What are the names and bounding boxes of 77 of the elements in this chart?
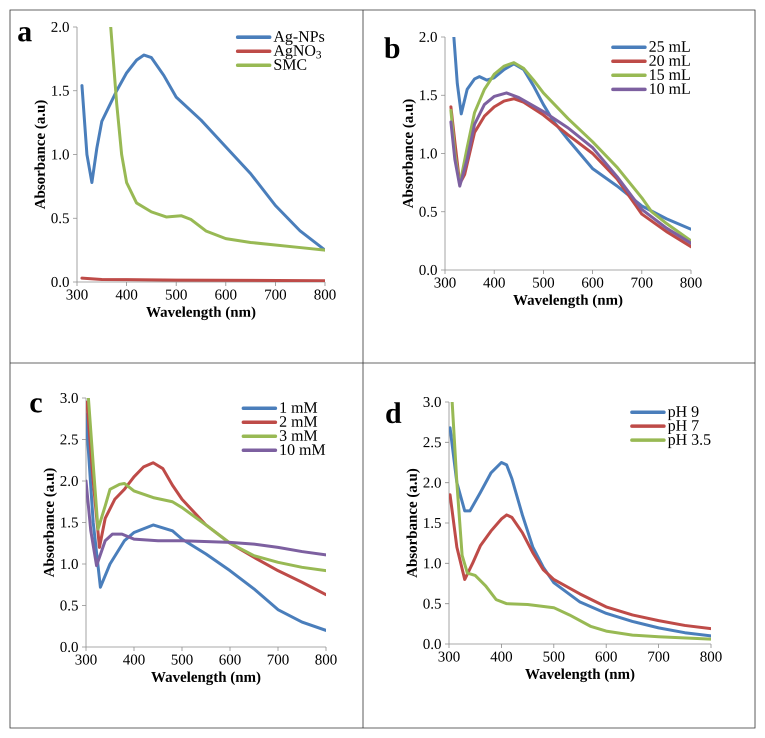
chart-title: c: [30, 398, 42, 413]
y-tick-label: 1.0: [52, 149, 69, 160]
y-tick-label: 1.5: [52, 86, 69, 96]
y-tick-label: 2.0: [51, 22, 69, 32]
legend-label: pH 3.5: [668, 434, 710, 448]
x-tick-label: 600: [219, 654, 241, 665]
y-tick-label: 0.5: [51, 213, 69, 224]
x-tick-label: 400: [123, 654, 145, 665]
x-axis-title: Wavelength (nm): [513, 294, 622, 308]
legend-label: 10 mM: [280, 444, 326, 456]
y-tick-label: 1.5: [61, 517, 78, 528]
x-axis-title: Wavelength (nm): [146, 306, 256, 320]
x-tick-label: 600: [582, 278, 604, 288]
y-tick-label: 2.0: [60, 476, 78, 486]
y-tick-label: 0.0: [51, 276, 69, 288]
chart-title: a: [18, 27, 32, 42]
x-tick-label: 500: [543, 652, 564, 662]
y-tick-label: 2.0: [423, 478, 441, 488]
x-tick-label: 700: [632, 278, 652, 288]
x-tick-label: 700: [648, 652, 670, 662]
x-tick-label: 400: [490, 652, 512, 662]
x-tick-label: 800: [315, 654, 337, 665]
y-axis-title: Absorbance (a.u): [43, 468, 57, 578]
x-tick-label: 700: [265, 290, 286, 300]
y-tick-label: 0.0: [419, 264, 437, 276]
x-tick-label: 500: [533, 278, 554, 288]
x-axis-title: Wavelength (nm): [151, 671, 260, 686]
y-tick-label: 1.5: [420, 90, 437, 100]
x-tick-label: 400: [483, 278, 505, 288]
x-tick-label: 300: [66, 290, 88, 300]
legend-label: pH 9: [668, 406, 698, 420]
y-axis-title: Absorbance (a.u): [34, 100, 48, 210]
x-axis-title: Wavelength (nm): [525, 668, 634, 682]
x-tick-label: 500: [172, 654, 193, 665]
y-tick-label: 2.5: [423, 437, 441, 448]
x-tick-label: 800: [680, 278, 702, 288]
legend-label: 2 mM: [280, 416, 318, 427]
y-tick-label: 0.5: [60, 600, 78, 611]
legend-label: pH 7: [668, 420, 699, 434]
y-axis-title: Absorbance (a.u): [406, 468, 420, 578]
y-tick-label: 1.0: [424, 558, 441, 568]
x-tick-label: 300: [76, 654, 97, 665]
legend-label: 25 mL: [649, 41, 690, 52]
y-tick-label: 3.0: [424, 396, 441, 408]
y-tick-label: 3.0: [60, 392, 78, 404]
y-tick-label: 2.0: [419, 32, 437, 42]
y-tick-label: 0.5: [423, 598, 441, 609]
line-series: [449, 493, 712, 630]
x-tick-label: 600: [215, 290, 236, 300]
legend-label: Ag-NPs: [274, 31, 324, 46]
x-tick-label: 500: [166, 290, 187, 300]
y-tick-label: 0.0: [60, 642, 78, 652]
legend-label: 15 mL: [650, 69, 690, 80]
x-tick-label: 800: [314, 290, 336, 300]
y-axis-title: Absorbance (a.u): [402, 99, 416, 208]
x-tick-label: 400: [116, 290, 138, 300]
y-tick-label: 2.5: [60, 434, 78, 445]
x-tick-label: 300: [438, 652, 460, 662]
x-tick-label: 700: [268, 654, 289, 665]
x-tick-label: 300: [434, 278, 456, 288]
legend-label: 10 mL: [650, 83, 690, 94]
x-tick-label: 800: [700, 652, 722, 662]
y-tick-label: 1.0: [420, 148, 437, 159]
y-tick-label: 1.5: [424, 518, 441, 528]
legend-label: 3 mM: [280, 430, 318, 441]
legend-label: 1 mM: [280, 402, 318, 413]
y-tick-label: 0.0: [423, 638, 441, 650]
y-tick-label: 0.5: [419, 206, 437, 217]
chart-title: b: [384, 37, 400, 58]
line-series: [86, 480, 326, 568]
legend-label: 20 mL: [649, 55, 690, 66]
y-tick-label: 1.0: [61, 558, 78, 570]
x-tick-label: 600: [596, 652, 617, 662]
legend-label: SMC: [274, 59, 306, 70]
legend-label: AgNO$_{3}$: [274, 45, 322, 60]
line-series: [86, 413, 326, 632]
chart-title: d: [386, 402, 402, 424]
